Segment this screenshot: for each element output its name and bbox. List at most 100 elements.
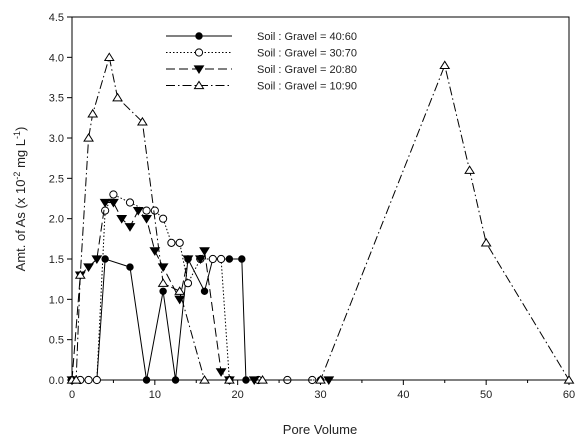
- x-tick-label: 0: [69, 389, 75, 401]
- data-point: [108, 198, 119, 208]
- data-point: [238, 255, 246, 263]
- data-point: [84, 375, 93, 385]
- data-point: [182, 255, 194, 264]
- data-point: [124, 223, 136, 232]
- data-point: [141, 215, 152, 224]
- data-point: [563, 375, 575, 384]
- data-point: [112, 92, 123, 102]
- data-point: [101, 255, 109, 263]
- data-point: [215, 368, 227, 377]
- data-point: [217, 254, 226, 264]
- data-point: [439, 60, 451, 70]
- data-point: [159, 287, 167, 295]
- x-tick-label: 20: [232, 389, 244, 401]
- data-point: [199, 375, 210, 384]
- data-point: [137, 116, 148, 126]
- x-tick-label: 60: [563, 389, 575, 401]
- legend-label: Soil : Gravel = 40:60: [257, 31, 357, 43]
- series-line: [71, 202, 329, 381]
- data-point: [171, 376, 180, 384]
- series-line: [72, 193, 313, 381]
- x-tick-label: 40: [397, 389, 409, 401]
- legend-marker: [194, 48, 204, 57]
- series-3: [66, 198, 335, 385]
- x-axis: 0 10 20 30 40 50 60: [69, 380, 575, 401]
- x-tick-label: 30: [314, 389, 326, 401]
- data-point: [126, 263, 134, 271]
- y-axis: 0.0 0.5 1.0 1.5 2.0 2.5 3.0 3.5 4.0 4.5: [49, 12, 72, 387]
- series-layer: [66, 52, 575, 385]
- data-point: [183, 279, 193, 288]
- data-point: [99, 198, 111, 208]
- legend-label: Soil : Gravel = 10:90: [257, 81, 357, 93]
- data-point: [116, 215, 128, 224]
- y-axis-title-sup2: -1: [12, 131, 22, 139]
- y-axis-title-sup1: -2: [12, 172, 22, 180]
- y-axis-title-mid: mg L: [13, 139, 28, 172]
- data-point: [174, 286, 186, 295]
- series-line: [72, 57, 570, 381]
- data-point: [257, 375, 268, 384]
- data-point: [142, 206, 151, 215]
- legend: Soil : Gravel = 40:60 Soil : Gravel = 30:…: [166, 31, 357, 93]
- legend-item: Soil : Gravel = 10:90: [166, 81, 357, 93]
- x-axis-title: Pore Volume: [283, 422, 357, 437]
- data-point: [70, 375, 82, 384]
- data-point: [223, 375, 235, 384]
- y-tick-label: 4.5: [49, 12, 64, 24]
- y-tick-label: 1.5: [49, 254, 64, 266]
- data-point: [150, 206, 159, 215]
- series-4: [66, 52, 575, 384]
- data-point: [149, 247, 161, 256]
- data-point: [199, 247, 210, 256]
- y-tick-label: 0.5: [49, 335, 64, 347]
- data-point: [101, 206, 110, 215]
- data-point: [323, 376, 335, 385]
- y-tick-label: 3.0: [49, 133, 64, 145]
- data-point: [194, 255, 206, 264]
- y-axis-title: Amt. of As (x 10-2 mg L-1): [12, 127, 28, 272]
- data-point: [200, 287, 209, 295]
- data-point: [125, 198, 135, 207]
- y-tick-label: 4.0: [49, 52, 64, 64]
- legend-marker: [193, 65, 205, 74]
- series-line: [72, 257, 321, 381]
- data-point: [142, 376, 151, 384]
- data-point: [103, 52, 115, 61]
- data-point: [132, 206, 144, 216]
- series-2: [67, 190, 317, 385]
- data-point: [167, 238, 176, 247]
- data-point: [157, 263, 169, 273]
- data-point: [109, 190, 118, 199]
- y-tick-label: 3.5: [49, 93, 64, 105]
- data-point: [159, 214, 168, 223]
- legend-label: Soil : Gravel = 20:80: [257, 64, 357, 76]
- data-point: [315, 375, 326, 384]
- legend-item: Soil : Gravel = 40:60: [166, 31, 357, 43]
- x-tick-label: 50: [480, 389, 492, 401]
- data-point: [83, 133, 94, 142]
- legend-marker: [193, 80, 205, 90]
- y-tick-label: 0.0: [49, 375, 64, 387]
- data-point: [225, 255, 234, 263]
- y-tick-label: 1.0: [49, 294, 64, 306]
- data-point: [208, 254, 217, 264]
- data-point: [74, 270, 86, 279]
- legend-item: Soil : Gravel = 20:80: [166, 64, 357, 76]
- data-point: [464, 165, 476, 174]
- data-point: [83, 263, 94, 273]
- x-tick-label: 10: [149, 389, 161, 401]
- y-axis-title-main: Amt. of As (x 10: [13, 180, 28, 272]
- y-axis-title-end: ): [13, 127, 28, 131]
- legend-marker: [195, 32, 203, 40]
- y-tick-label: 2.5: [49, 173, 64, 185]
- y-tick-label: 2.0: [49, 214, 64, 226]
- data-point: [157, 278, 169, 287]
- legend-item: Soil : Gravel = 30:70: [166, 48, 357, 60]
- data-point: [92, 375, 101, 385]
- data-point: [91, 255, 103, 264]
- data-point: [87, 108, 99, 118]
- data-point: [175, 238, 184, 247]
- legend-label: Soil : Gravel = 30:70: [257, 48, 357, 60]
